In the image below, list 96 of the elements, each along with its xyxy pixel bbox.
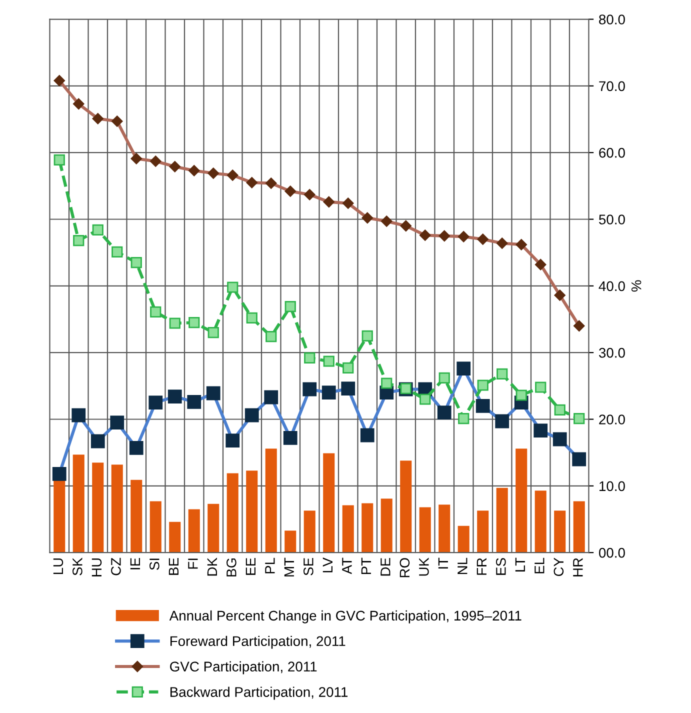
- x-tick-label: SE: [304, 558, 314, 576]
- bar: [400, 460, 412, 553]
- x-tick-label: SI: [150, 558, 160, 570]
- y-tick-label: 00.0: [598, 548, 625, 558]
- x-tick-label: UK: [419, 558, 429, 576]
- y-tick-label: 60.0: [599, 148, 625, 158]
- bar: [265, 448, 277, 553]
- x-tick-label: IT: [438, 558, 448, 568]
- x-tick-label: EL: [534, 558, 544, 574]
- x-tick-label: HR: [573, 558, 583, 576]
- bar: [362, 503, 374, 553]
- point: [477, 380, 488, 391]
- bar: [169, 522, 181, 553]
- x-tick-label: IE: [130, 558, 140, 570]
- bar: [573, 501, 585, 553]
- point: [112, 246, 123, 258]
- x-tick-label: NL: [458, 558, 468, 574]
- point: [130, 257, 142, 268]
- bar: [516, 448, 528, 553]
- point: [92, 224, 104, 236]
- point: [362, 330, 373, 342]
- bar: [92, 462, 104, 553]
- bar: [226, 473, 238, 553]
- y-axis-title: %: [631, 280, 642, 292]
- x-tick-label: CY: [554, 558, 564, 576]
- point: [535, 382, 546, 393]
- x-tick-label: LV: [322, 557, 332, 572]
- bar: [419, 507, 431, 553]
- point: [73, 235, 84, 246]
- bar: [208, 504, 220, 553]
- bar: [380, 498, 392, 553]
- y-tick-label: 20.0: [599, 414, 625, 424]
- point: [323, 356, 334, 367]
- bar: [477, 510, 489, 553]
- bar: [323, 453, 335, 553]
- x-tick-label: HU: [92, 558, 102, 576]
- point: [304, 352, 316, 364]
- point: [381, 378, 392, 389]
- point: [342, 362, 354, 374]
- x-tick-label: AT: [342, 558, 352, 574]
- point: [516, 390, 527, 401]
- bar: [246, 470, 258, 553]
- bar: [150, 501, 162, 553]
- y-tick-label: 80.0: [599, 14, 625, 24]
- legend-label: Backward Participation, 2011: [170, 686, 348, 700]
- point: [246, 312, 258, 324]
- bar: [534, 490, 546, 553]
- legend-label: Foreward Participation, 2011: [170, 636, 346, 649]
- bar: [554, 510, 566, 553]
- bar: [130, 480, 142, 553]
- point: [188, 317, 200, 328]
- point: [496, 368, 508, 380]
- x-tick-label: BE: [168, 558, 178, 575]
- bar: [72, 454, 84, 553]
- point: [574, 413, 585, 424]
- point: [554, 404, 566, 416]
- point: [150, 306, 162, 318]
- bar: [304, 510, 316, 553]
- point: [438, 372, 450, 384]
- y-tick-label: 70.0: [599, 81, 625, 92]
- legend-label: Annual Percent Change in GVC Participation, 1995–2011: [169, 610, 522, 624]
- bar: [342, 505, 354, 553]
- x-tick-label: EE: [246, 558, 256, 575]
- bar: [111, 464, 123, 553]
- bar: [438, 504, 450, 553]
- point: [284, 301, 296, 312]
- point: [208, 327, 219, 338]
- x-tick-label: LU: [53, 558, 64, 574]
- point: [266, 331, 277, 342]
- x-tick-label: DK: [207, 558, 217, 576]
- y-tick-label: 40.0: [598, 281, 625, 292]
- x-tick-label: PT: [361, 558, 371, 574]
- y-tick-label: 50.0: [599, 214, 625, 224]
- bar: [496, 488, 508, 553]
- x-tick-label: RO: [400, 558, 410, 578]
- x-tick-label: ES: [496, 558, 506, 575]
- x-tick-label: DE: [380, 558, 390, 576]
- x-tick-label: CZ: [111, 558, 121, 576]
- point: [458, 413, 470, 424]
- point: [54, 154, 65, 166]
- point: [420, 394, 431, 405]
- x-tick-label: FI: [188, 558, 198, 569]
- x-tick-label: LT: [515, 558, 525, 572]
- y-tick-label: 10.0: [600, 481, 625, 492]
- x-tick-label: SK: [72, 558, 82, 576]
- x-tick-label: FR: [476, 558, 486, 575]
- point: [169, 318, 180, 329]
- y-tick-label: 30.0: [598, 348, 625, 358]
- bar: [188, 509, 200, 553]
- x-tick-label: MT: [284, 558, 294, 576]
- x-tick-label: PL: [265, 558, 275, 574]
- point: [227, 282, 238, 293]
- bar: [458, 526, 470, 553]
- bar: [284, 530, 296, 553]
- x-tick-label: BG: [226, 558, 236, 576]
- legend-label: GVC Participation, 2011: [170, 661, 317, 674]
